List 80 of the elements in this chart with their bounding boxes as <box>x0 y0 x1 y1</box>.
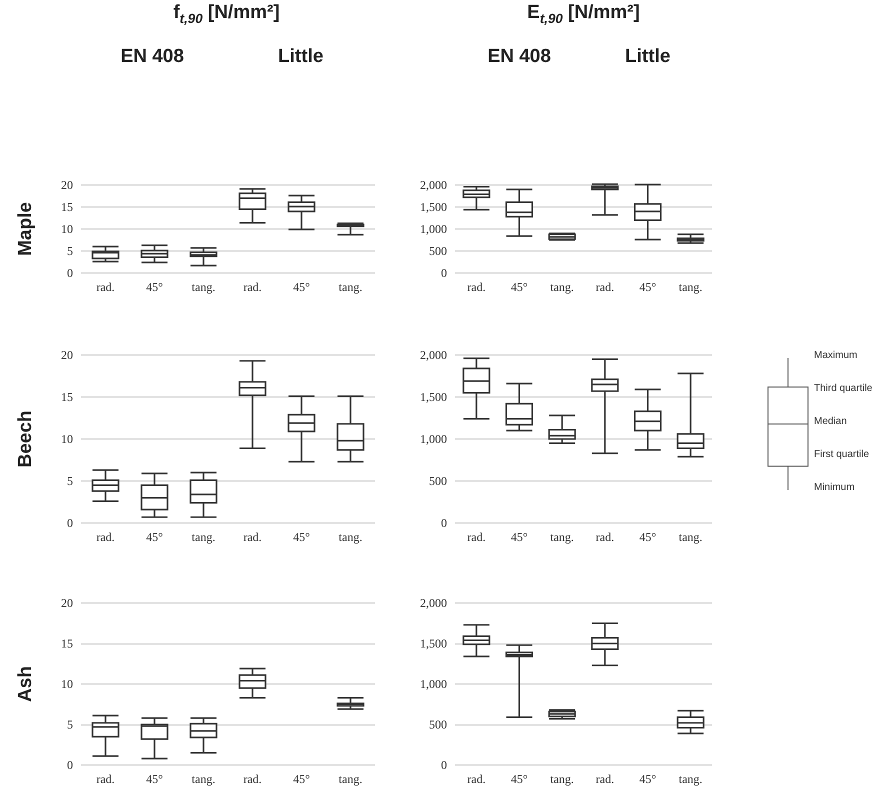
x-tick-label: tang. <box>550 530 574 544</box>
x-tick-label: 45° <box>293 530 310 544</box>
x-tick-label: 45° <box>293 772 310 786</box>
x-tick-label: rad. <box>596 530 614 544</box>
y-tick-label: 0 <box>441 758 447 772</box>
x-tick-label: rad. <box>467 530 486 544</box>
x-tick-label: rad. <box>467 772 486 786</box>
x-tick-label: rad. <box>96 772 115 786</box>
y-tick-label: 2,000 <box>420 178 447 192</box>
x-tick-label: rad. <box>96 530 115 544</box>
x-tick-label: tang. <box>678 280 702 294</box>
text: Little <box>277 46 324 68</box>
x-tick-label: 45° <box>639 772 656 786</box>
y-tick-label: 500 <box>429 718 447 732</box>
y-tick-label: 15 <box>61 200 73 214</box>
x-tick-label: 45° <box>146 280 164 294</box>
text: Maximum <box>814 350 858 361</box>
text: EN 408 <box>120 46 185 68</box>
y-tick-label: 5 <box>67 718 73 732</box>
x-tick-label: 45° <box>510 530 528 544</box>
text: Median <box>814 416 847 427</box>
x-tick-label: rad. <box>243 530 262 544</box>
x-tick-label: tang. <box>550 280 574 294</box>
y-tick-label: 1,500 <box>420 200 447 214</box>
y-tick-label: 1,500 <box>420 636 447 650</box>
x-tick-label: tang. <box>338 530 362 544</box>
x-tick-label: tang. <box>192 280 216 294</box>
x-tick-label: 45° <box>639 280 656 294</box>
text: First quartile <box>814 449 870 460</box>
y-tick-label: 0 <box>67 266 73 280</box>
y-tick-label: 10 <box>61 677 73 691</box>
text: Third quartile <box>814 383 872 394</box>
x-tick-label: 45° <box>510 280 528 294</box>
text: Minimum <box>814 482 855 493</box>
y-axis-title: Beech <box>15 410 36 468</box>
y-tick-label: 1,000 <box>420 432 447 446</box>
text: EN 408 <box>486 46 552 68</box>
y-tick-label: 500 <box>429 244 447 258</box>
y-tick-label: 5 <box>67 474 73 488</box>
x-tick-label: tang. <box>678 772 702 786</box>
y-tick-label: 20 <box>61 178 73 192</box>
x-tick-label: rad. <box>96 280 115 294</box>
y-tick-label: 500 <box>429 474 447 488</box>
x-tick-label: rad. <box>596 280 614 294</box>
y-tick-label: 2,000 <box>420 596 447 610</box>
y-tick-label: 10 <box>61 432 73 446</box>
y-axis-title: Ash <box>15 666 36 702</box>
x-tick-label: rad. <box>467 280 486 294</box>
y-tick-label: 5 <box>67 244 73 258</box>
text: Little <box>624 46 672 68</box>
x-tick-label: tang. <box>550 772 574 786</box>
y-tick-label: 20 <box>61 348 73 362</box>
y-tick-label: 0 <box>67 516 73 530</box>
x-tick-label: tang. <box>192 772 216 786</box>
y-tick-label: 0 <box>67 758 73 772</box>
x-tick-label: tang. <box>338 280 362 294</box>
y-tick-label: 1,000 <box>420 677 447 691</box>
y-tick-label: 1,500 <box>420 390 447 404</box>
y-tick-label: 15 <box>61 636 73 650</box>
chart-title: E$_{t,90}$ [N/mm²] <box>527 2 640 26</box>
y-axis-title: Maple <box>15 202 36 256</box>
x-tick-label: rad. <box>243 280 262 294</box>
y-tick-label: 15 <box>61 390 73 404</box>
y-tick-label: 0 <box>441 266 447 280</box>
x-tick-label: 45° <box>293 280 310 294</box>
x-tick-label: 45° <box>146 772 164 786</box>
y-tick-label: 2,000 <box>420 348 447 362</box>
x-tick-label: 45° <box>639 530 656 544</box>
y-tick-label: 0 <box>441 516 447 530</box>
x-tick-label: 45° <box>146 530 164 544</box>
y-tick-label: 1,000 <box>420 222 447 236</box>
x-tick-label: tang. <box>338 772 362 786</box>
y-tick-label: 10 <box>61 222 73 236</box>
y-tick-label: 20 <box>61 596 73 610</box>
x-tick-label: tang. <box>192 530 216 544</box>
chart-title: f$_{t,90}$ [N/mm²] <box>173 2 280 26</box>
x-tick-label: tang. <box>678 530 702 544</box>
x-tick-label: rad. <box>243 772 262 786</box>
x-tick-label: rad. <box>596 772 614 786</box>
x-tick-label: 45° <box>510 772 528 786</box>
